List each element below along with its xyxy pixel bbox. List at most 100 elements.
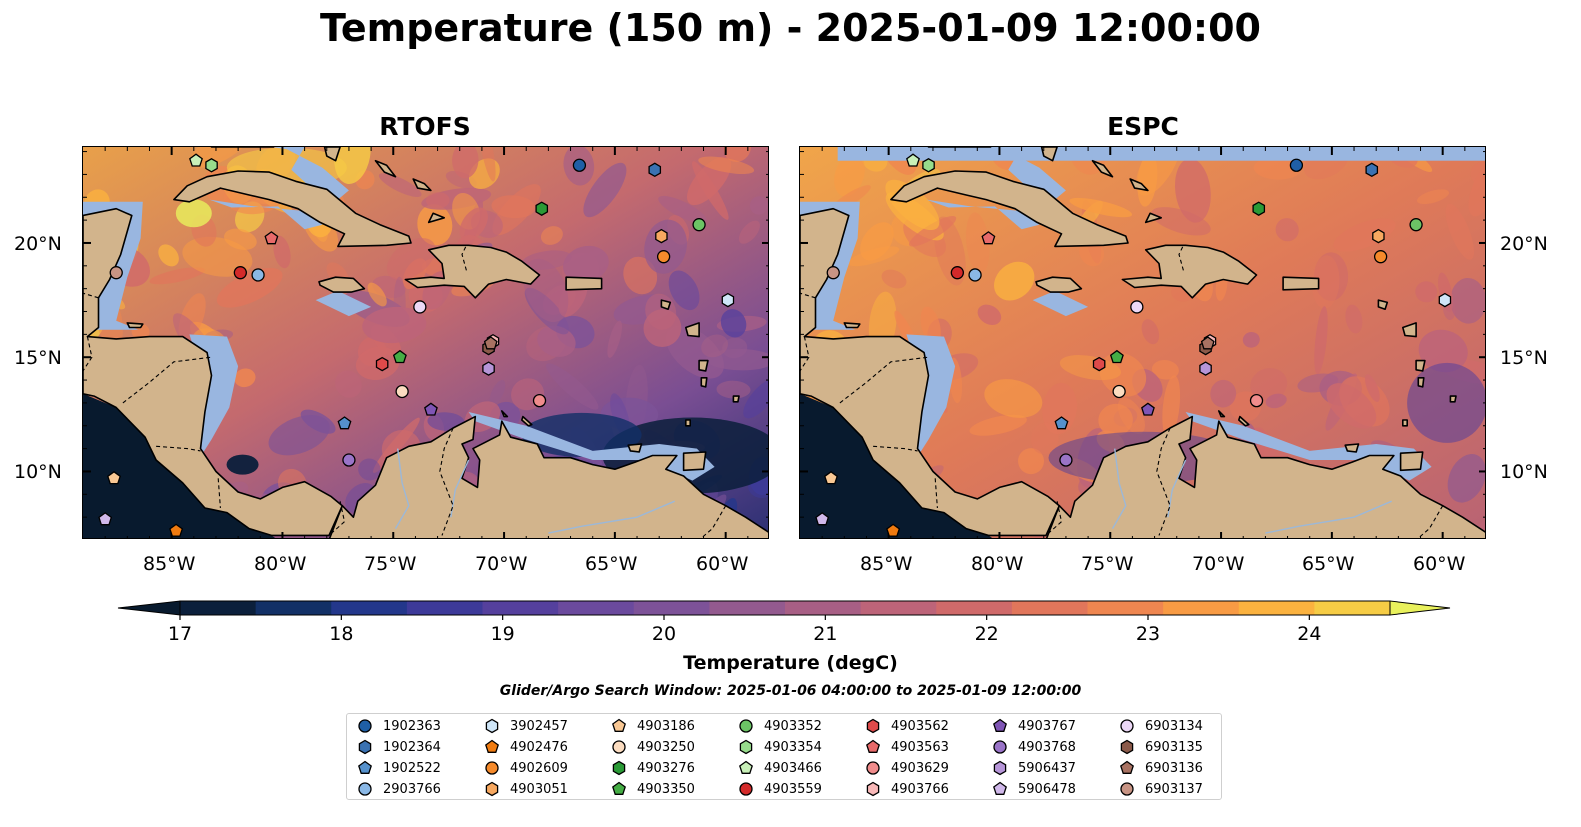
float-markers [815, 153, 1452, 537]
legend-marker [739, 719, 753, 733]
legend-label: 4903250 [637, 739, 695, 755]
legend-item-1902364: 1902364 [357, 737, 441, 757]
float-marker-6903137 [826, 266, 840, 280]
float-marker-3902457 [721, 292, 735, 308]
colorbar-over-extend [1389, 600, 1451, 616]
lon-label-65w-right: 65°W [1302, 553, 1355, 575]
float-marker-2903766 [251, 268, 265, 282]
float-marker-6903136 [483, 336, 498, 350]
legend-item-4903350: 4903350 [611, 779, 695, 799]
legend-item-4903563: 4903563 [865, 737, 949, 757]
legend-label: 5906437 [1018, 760, 1076, 776]
colorbar-tick-label: 18 [329, 623, 353, 645]
float-marker-1902363 [1289, 158, 1304, 172]
search-window-text: Glider/Argo Search Window: 2025-01-06 04… [499, 683, 1082, 699]
legend-item-1902522: 1902522 [357, 758, 441, 778]
legend-marker [739, 782, 753, 796]
legend-marker-pentagon-icon [993, 781, 1007, 795]
lon-label-60w-left: 60°W [696, 553, 749, 575]
legend-marker-hexagon-icon [485, 781, 499, 797]
colorbar-segment [1087, 601, 1164, 615]
legend-marker-circle-icon [358, 782, 372, 796]
float-marker-4903562 [1092, 356, 1106, 372]
lon-label-60w-right: 60°W [1413, 553, 1466, 575]
legend-item-4903768: 4903768 [992, 737, 1076, 757]
legend-marker [358, 719, 372, 733]
legend-marker [485, 761, 499, 775]
legend-label: 3902457 [510, 718, 568, 734]
legend-item-4903766: 4903766 [865, 779, 949, 799]
colorbar-segment [785, 601, 862, 615]
legend-marker-pentagon-icon [866, 739, 880, 753]
legend-marker-pentagon-icon [993, 718, 1007, 732]
legend-item-4903466: 4903466 [738, 758, 822, 778]
legend-label: 4903768 [1018, 739, 1076, 755]
temperature-colorbar: 17 18 19 20 21 22 23 24 [117, 600, 1451, 645]
float-marker-1902364 [648, 162, 662, 178]
legend-label: 6903134 [1145, 718, 1203, 734]
float-marker-1902363 [572, 158, 587, 172]
float-marker-2903766 [968, 268, 982, 282]
land-masses [83, 147, 768, 538]
legend-marker [993, 740, 1007, 754]
float-marker-4903767 [424, 402, 438, 416]
lon-label-75w-right: 75°W [1081, 553, 1134, 575]
legend-marker [358, 739, 372, 755]
legend-item-6903137: 6903137 [1119, 779, 1203, 799]
float-marker-6903137 [109, 266, 123, 280]
legend-marker [358, 760, 372, 774]
legend-item-4903051: 4903051 [484, 779, 568, 799]
legend-marker [866, 739, 880, 753]
legend-item-3902457: 3902457 [484, 716, 568, 736]
legend-label: 4903051 [510, 781, 568, 797]
float-marker-5906478 [98, 512, 113, 526]
float-marker-4903186 [107, 470, 121, 485]
float-marker-4903276 [535, 201, 549, 216]
legend-marker [485, 739, 499, 753]
legend-label: 4903186 [637, 718, 695, 734]
legend-marker-circle-icon [485, 761, 499, 775]
lon-label-75w-left: 75°W [364, 553, 417, 575]
legend-marker-circle-icon [1120, 719, 1134, 733]
legend-marker [612, 740, 626, 754]
float-marker-5906437 [1199, 361, 1212, 376]
legend-marker [485, 781, 499, 797]
legend-marker-pentagon-icon [612, 781, 626, 795]
colorbar-segment [255, 601, 332, 615]
float-marker-5906437 [482, 361, 495, 376]
legend-label: 4903562 [891, 718, 949, 734]
legend-item-4903186: 4903186 [611, 716, 695, 736]
float-marker-4903466 [906, 153, 920, 167]
lat-label-20n-right: 20°N [1500, 233, 1548, 255]
colorbar-tick-label: 17 [168, 623, 192, 645]
legend-marker [1120, 719, 1134, 733]
legend-item-4902609: 4902609 [484, 758, 568, 778]
lon-label-80w-right: 80°W [971, 553, 1024, 575]
legend-item-4903562: 4903562 [865, 716, 949, 736]
float-marker-4903563 [981, 231, 996, 245]
legend-marker [866, 761, 880, 775]
legend-marker-hexagon-icon [485, 718, 499, 734]
legend-marker [358, 782, 372, 796]
rtofs-map [82, 146, 769, 539]
legend-item-6903134: 6903134 [1119, 716, 1203, 736]
float-marker-4903354 [205, 158, 218, 173]
legend-marker-circle-icon [866, 761, 880, 775]
legend-item-4903250: 4903250 [611, 737, 695, 757]
float-marker-4903559 [233, 266, 247, 280]
legend-item-6903135: 6903135 [1119, 737, 1203, 757]
lat-label-10n-left: 10°N [14, 461, 62, 483]
colorbar-tick-label: 19 [491, 623, 515, 645]
legend-marker [1120, 739, 1134, 755]
float-marker-4902609 [1373, 250, 1388, 264]
legend-marker-hexagon-icon [358, 739, 372, 755]
legend-marker-hexagon-icon [739, 739, 753, 755]
legend-marker-circle-icon [739, 782, 753, 796]
lon-label-70w-right: 70°W [1192, 553, 1245, 575]
float-marker-4903466 [189, 153, 203, 167]
float-marker-4902476 [886, 523, 901, 537]
float-marker-4903354 [922, 158, 935, 173]
float-marker-4903768 [1059, 453, 1073, 467]
lon-label-65w-left: 65°W [585, 553, 638, 575]
float-marker-4902476 [169, 523, 184, 537]
